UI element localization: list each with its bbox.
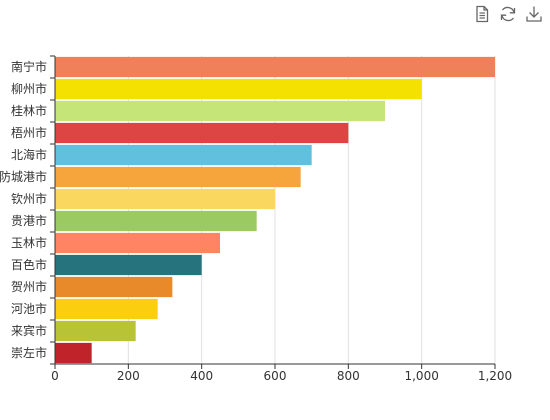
y-category-label: 南宁市 (11, 59, 47, 74)
bar-3[interactable] (55, 100, 385, 122)
y-category-label: 百色市 (11, 257, 47, 272)
bar-10[interactable] (55, 254, 202, 276)
y-category-label: 北海市 (11, 147, 47, 162)
x-tick-label: 1,200 (478, 369, 512, 383)
toolbox (473, 5, 543, 23)
y-category-label: 来宾市 (11, 323, 47, 338)
restore-icon[interactable] (499, 5, 517, 23)
y-category-label: 贺州市 (11, 279, 47, 294)
bar-12[interactable] (55, 298, 158, 320)
axes: 0 200 400 600 800 1,000 1,200 南宁市柳州市桂林市梧州市北海市防城… (0, 55, 512, 383)
bar-14[interactable] (55, 342, 92, 364)
bar-13[interactable] (55, 320, 136, 342)
data-view-icon[interactable] (473, 5, 491, 23)
bar-2[interactable] (55, 78, 422, 100)
bar-1[interactable] (55, 56, 495, 78)
bar-11[interactable] (55, 276, 173, 298)
y-category-label: 河池市 (11, 301, 47, 316)
y-category-label: 崇左市 (11, 345, 47, 360)
bars (55, 56, 495, 364)
y-category-label: 桂林市 (11, 103, 47, 118)
bar-9[interactable] (55, 232, 220, 254)
x-tick-label: 200 (117, 369, 140, 383)
bar-8[interactable] (55, 210, 257, 232)
x-tick-label: 400 (190, 369, 213, 383)
y-category-label: 玉林市 (11, 235, 47, 250)
bar-7[interactable] (55, 188, 275, 210)
y-category-label: 贵港市 (11, 213, 47, 228)
save-image-icon[interactable] (525, 5, 543, 23)
x-tick-label: 0 (51, 369, 59, 383)
bar-5[interactable] (55, 144, 312, 166)
y-category-label: 钦州市 (11, 191, 47, 206)
bar-6[interactable] (55, 166, 301, 188)
bar-4[interactable] (55, 122, 349, 144)
x-tick-label: 1,000 (404, 369, 438, 383)
x-tick-label: 600 (264, 369, 287, 383)
y-category-label: 防城港市 (0, 169, 47, 184)
y-category-label: 柳州市 (11, 81, 47, 96)
y-category-label: 梧州市 (11, 125, 47, 140)
x-tick-label: 800 (337, 369, 360, 383)
